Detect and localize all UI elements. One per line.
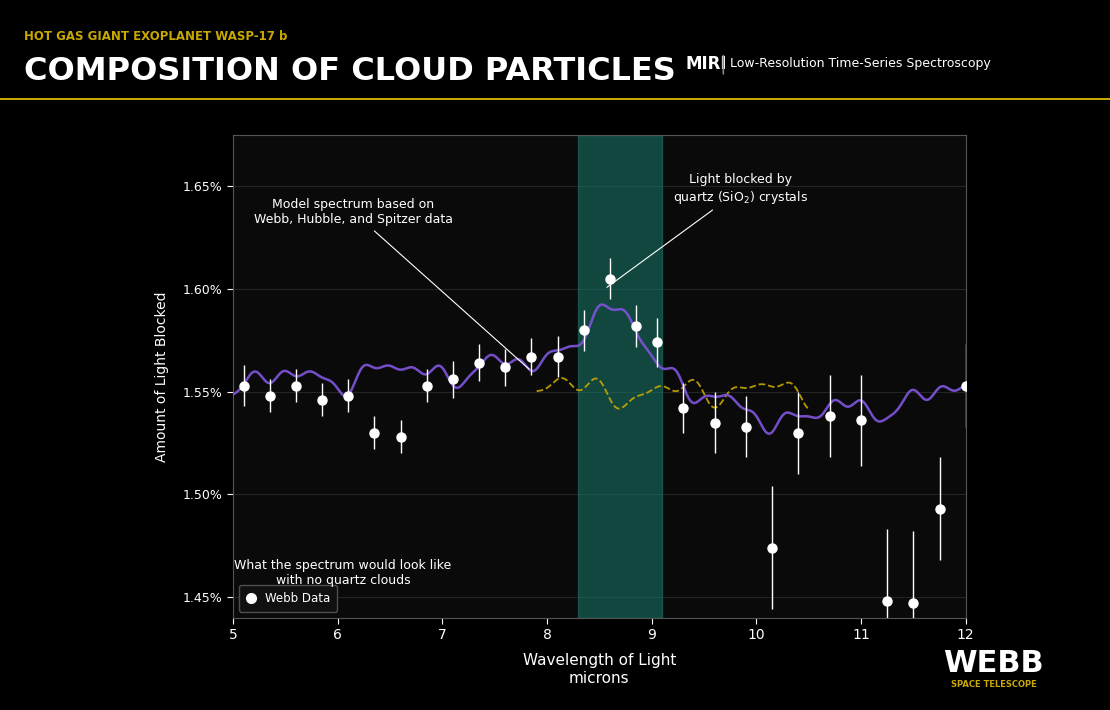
Text: SPACE TELESCOPE: SPACE TELESCOPE — [950, 680, 1037, 689]
Text: What the spectrum would look like
with no quartz clouds: What the spectrum would look like with n… — [234, 559, 452, 586]
Text: |: | — [719, 54, 726, 74]
FancyBboxPatch shape — [0, 98, 1110, 100]
FancyBboxPatch shape — [0, 0, 1110, 98]
Text: MIRI: MIRI — [686, 55, 727, 73]
Text: WEBB: WEBB — [944, 650, 1043, 678]
Legend: Webb Data: Webb Data — [239, 584, 337, 612]
Text: Light blocked by
quartz (SiO$_2$) crystals: Light blocked by quartz (SiO$_2$) crysta… — [607, 173, 808, 288]
Text: Model spectrum based on
Webb, Hubble, and Spitzer data: Model spectrum based on Webb, Hubble, an… — [254, 198, 529, 369]
Text: HOT GAS GIANT EXOPLANET WASP-17 b: HOT GAS GIANT EXOPLANET WASP-17 b — [24, 31, 287, 43]
Bar — [578, 135, 663, 618]
X-axis label: Wavelength of Light
microns: Wavelength of Light microns — [523, 653, 676, 686]
Y-axis label: Amount of Light Blocked: Amount of Light Blocked — [155, 291, 169, 462]
Text: Low-Resolution Time-Series Spectroscopy: Low-Resolution Time-Series Spectroscopy — [730, 58, 991, 70]
Text: COMPOSITION OF CLOUD PARTICLES: COMPOSITION OF CLOUD PARTICLES — [24, 55, 676, 87]
